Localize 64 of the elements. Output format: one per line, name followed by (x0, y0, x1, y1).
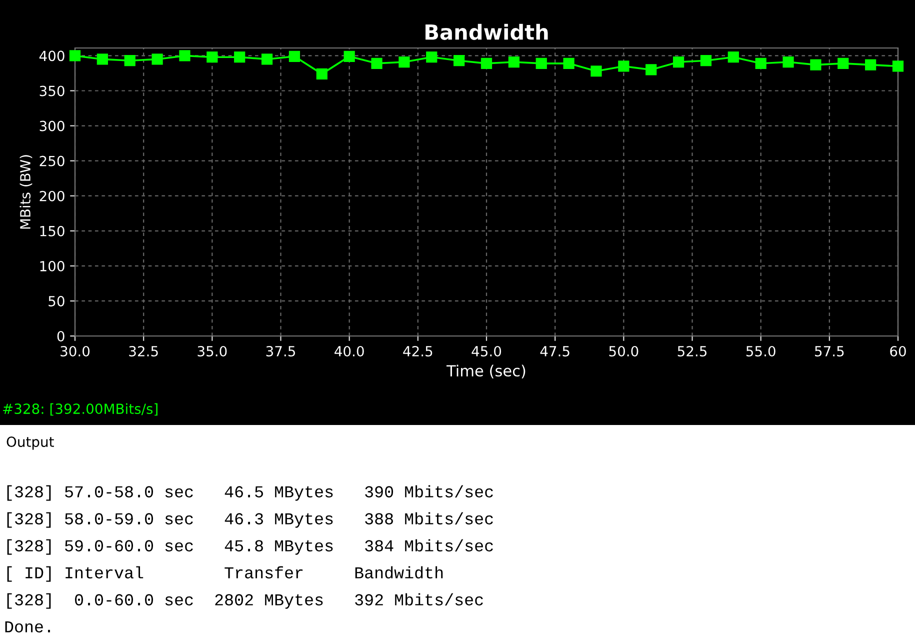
point (234, 52, 246, 63)
point (480, 58, 492, 69)
x-tick-label: 40.0 (334, 346, 364, 356)
point (69, 50, 81, 62)
text: [328] 59.0-60.0 sec 45.8 MBytes 384 Mbits/sec (7, 539, 493, 555)
x-tick-label: 32.5 (129, 346, 158, 356)
y-tick-label: 400 (39, 50, 64, 62)
x-tick-label: 55.0 (746, 346, 776, 356)
point (563, 58, 574, 69)
point (398, 56, 410, 68)
point (179, 50, 190, 62)
point (782, 56, 794, 68)
point (288, 50, 300, 62)
x-tick-label: 57.5 (815, 346, 844, 356)
point (728, 52, 739, 63)
text: Output (6, 436, 54, 450)
x-tick-label: 42.5 (403, 346, 432, 356)
point (810, 59, 822, 70)
x-tick-label: 37.5 (266, 346, 295, 356)
y-tick-label: 250 (40, 156, 64, 166)
y-axis-title: MBits (BW) (20, 155, 32, 229)
text: [ ID] Interval Transfer Bandwidth (7, 566, 443, 582)
point (590, 66, 602, 77)
point (206, 52, 218, 63)
chart-title: Bandwidth (426, 24, 548, 40)
x-tick-label: 35.0 (198, 346, 227, 356)
x-tick-label: 52.5 (678, 346, 706, 356)
point (426, 52, 438, 63)
text: [328] 0.0-60.0 sec 2802 MBytes 392 Mbits/sec (7, 593, 483, 609)
x-tick-label: 60 (890, 346, 906, 356)
y-tick-label: 150 (40, 226, 64, 236)
y-tick-label: 350 (40, 86, 64, 96)
point (454, 55, 465, 66)
x-tick-label: 45.0 (472, 346, 502, 356)
x-axis-title: Time (sec) (446, 364, 526, 378)
point (508, 56, 520, 68)
x-tick-label: 30.0 (60, 346, 90, 356)
y-tick-label: 0 (57, 330, 64, 342)
x-tick-label: 47.5 (540, 346, 570, 356)
point (152, 54, 163, 65)
point (96, 54, 108, 65)
text: [328] 58.0-59.0 sec 46.3 MBytes 388 Mbits/sec (7, 512, 493, 528)
point (672, 56, 684, 68)
text: [328] 57.0-58.0 sec 46.5 MBytes 390 Mbits/sec (7, 485, 493, 501)
y-tick-label: 200 (40, 190, 64, 202)
y-tick-label: 300 (40, 120, 64, 132)
point (755, 58, 766, 69)
point (838, 58, 849, 69)
y-tick-label: 100 (40, 260, 64, 272)
y-tick-label: 50 (48, 296, 64, 306)
point (865, 59, 876, 70)
point (344, 50, 355, 62)
point (124, 55, 136, 66)
point (892, 60, 904, 72)
point (371, 58, 382, 69)
text: Done. (5, 621, 50, 632)
text: #328: [392.00MBits/s] (3, 403, 158, 416)
point (618, 60, 630, 72)
point (316, 68, 328, 80)
point (700, 55, 712, 66)
point (536, 58, 547, 69)
point (261, 54, 273, 65)
point (646, 64, 657, 76)
x-tick-label: 50.0 (609, 346, 638, 356)
